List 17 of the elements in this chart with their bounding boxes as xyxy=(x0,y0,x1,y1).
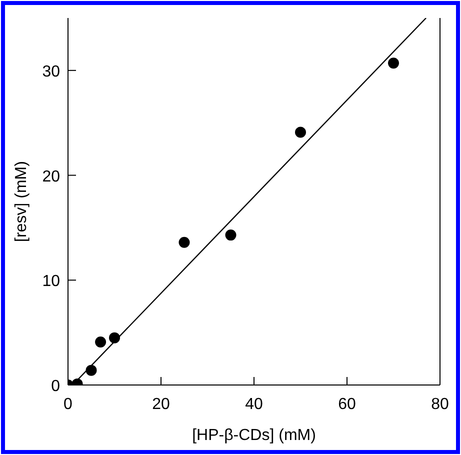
point xyxy=(178,236,190,248)
y-tick-label: 0 xyxy=(51,378,60,395)
y-tick-label: 30 xyxy=(42,63,60,80)
x-tick-label: 40 xyxy=(245,396,263,413)
y-axis-title: [resv] (mM) xyxy=(13,161,30,242)
point xyxy=(225,230,236,241)
x-tick-label: 20 xyxy=(152,396,170,413)
x-tick-label: 0 xyxy=(64,396,73,413)
y-tick-label: 20 xyxy=(42,168,60,186)
point xyxy=(95,336,106,348)
x-axis-title: [HP-β-CDs] (mM) xyxy=(192,427,316,444)
y-tick-label: 10 xyxy=(42,273,60,290)
point xyxy=(388,58,399,69)
x-tick-label: 80 xyxy=(431,396,449,413)
point xyxy=(86,364,97,376)
point xyxy=(295,126,306,138)
x-tick-label: 60 xyxy=(338,396,356,413)
